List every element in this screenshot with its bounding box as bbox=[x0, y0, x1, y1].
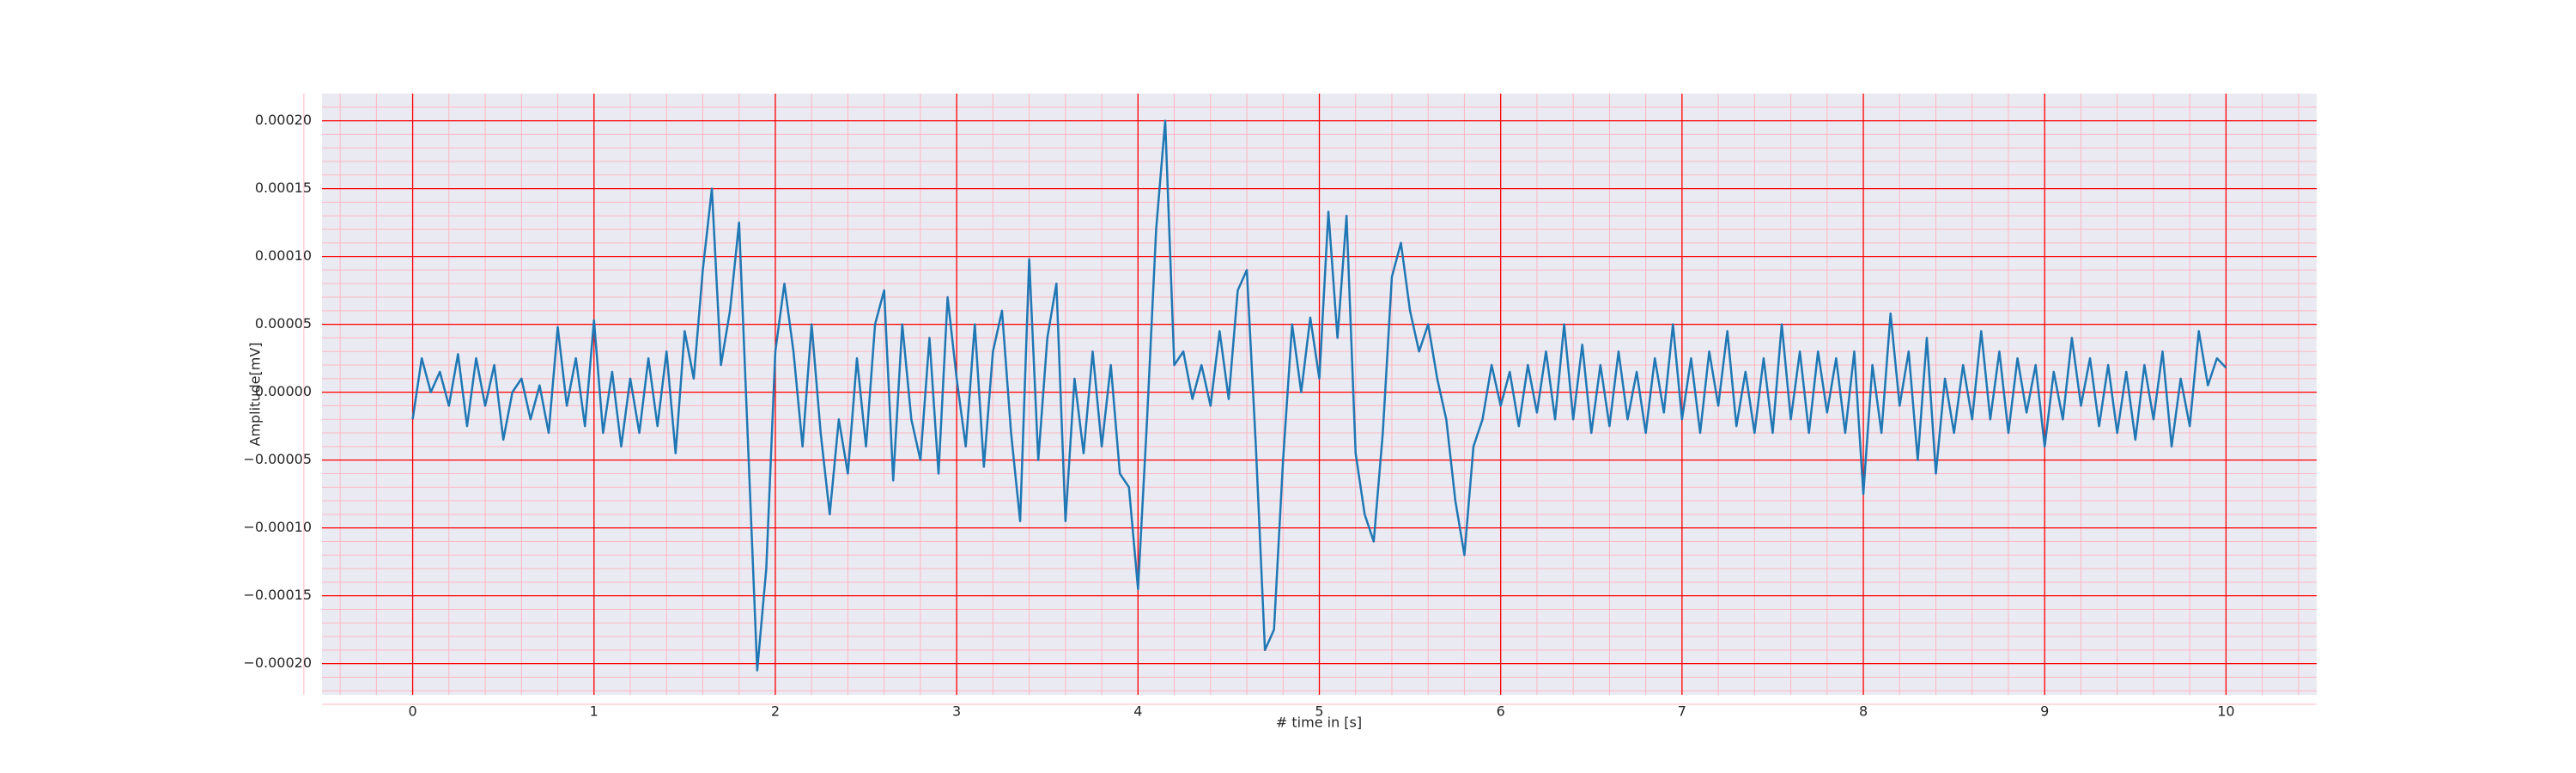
y-tick-label: 0.00020 bbox=[255, 112, 312, 128]
y-tick-label: 0.00010 bbox=[255, 247, 312, 264]
y-tick-label: 0.00005 bbox=[255, 315, 312, 332]
x-tick-label: 4 bbox=[1133, 703, 1142, 720]
x-tick-label: 2 bbox=[771, 703, 780, 720]
x-tick-label: 8 bbox=[1859, 703, 1868, 720]
y-tick-label: 0.00000 bbox=[255, 383, 312, 399]
y-tick-label: 0.00015 bbox=[255, 180, 312, 196]
signal-line bbox=[411, 119, 2227, 672]
y-tick-label: −0.00015 bbox=[243, 587, 312, 603]
x-tick-label: 7 bbox=[1678, 703, 1686, 720]
y-axis-label: Amplitude[mV] bbox=[247, 342, 264, 446]
x-tick-label: 3 bbox=[952, 703, 961, 720]
x-tick-label: 0 bbox=[408, 703, 416, 720]
x-axis-label: # time in [s] bbox=[1276, 715, 1362, 731]
y-tick-label: −0.00020 bbox=[243, 654, 312, 671]
x-tick-label: 10 bbox=[2217, 703, 2234, 720]
x-tick-label: 9 bbox=[2040, 703, 2049, 720]
y-tick-label: −0.00010 bbox=[243, 519, 312, 535]
x-tick-label: 5 bbox=[1315, 703, 1323, 720]
y-tick-label: −0.00005 bbox=[243, 451, 312, 467]
x-tick-label: 1 bbox=[590, 703, 598, 720]
x-tick-label: 6 bbox=[1497, 703, 1505, 720]
